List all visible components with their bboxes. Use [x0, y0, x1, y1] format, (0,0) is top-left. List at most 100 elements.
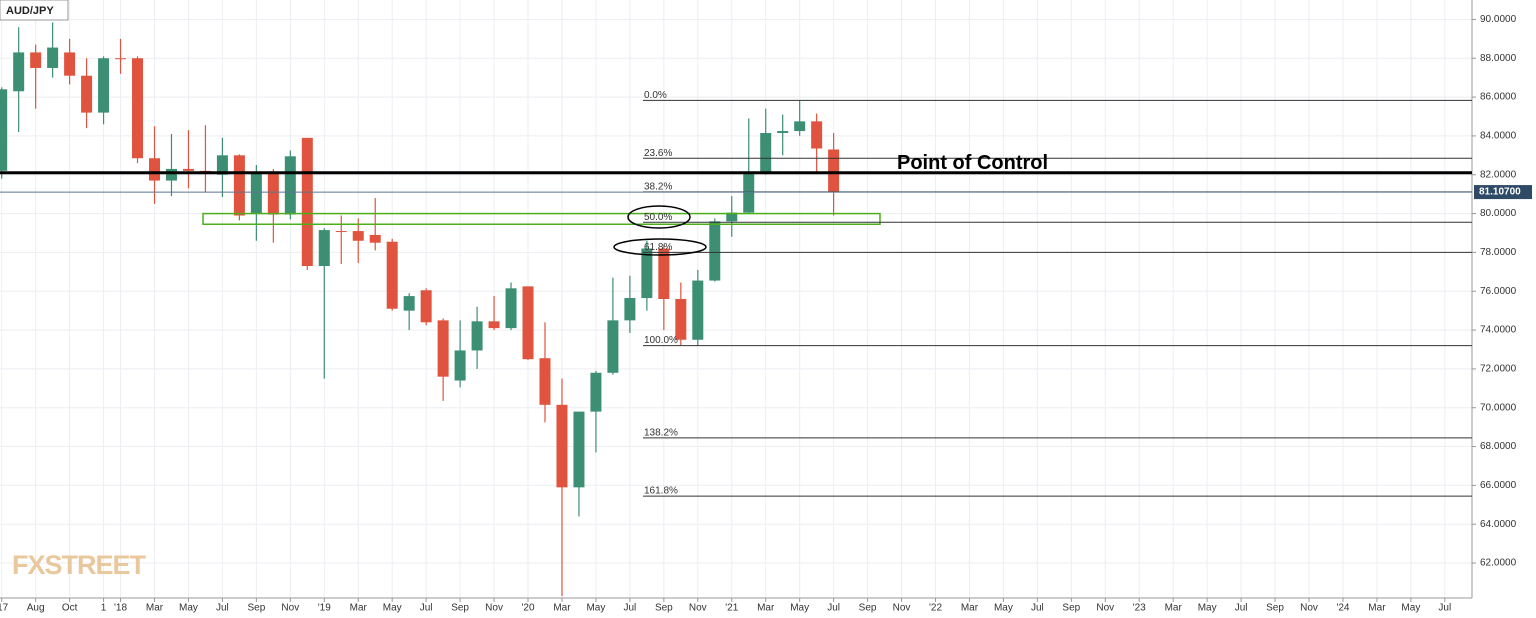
fib-label: 23.6%	[644, 148, 672, 159]
x-tick-label: May	[1198, 603, 1217, 614]
y-tick-label: 72.0000	[1480, 364, 1517, 375]
candle-body	[590, 372, 602, 412]
x-tick-label: Jul	[216, 603, 229, 614]
candle-body	[828, 149, 840, 193]
x-tick-label: Nov	[1096, 603, 1114, 614]
highlight-ellipse	[627, 205, 691, 229]
highlight-ellipse	[613, 238, 707, 256]
candle-body	[471, 321, 483, 351]
y-tick-label: 86.0000	[1480, 92, 1517, 103]
last-price-badge	[1474, 185, 1532, 200]
x-tick-label: Jul	[623, 603, 636, 614]
candle-body	[13, 52, 25, 92]
x-tick-label: May	[179, 603, 198, 614]
x-tick-label: Jul	[420, 603, 433, 614]
y-tick-label: 78.0000	[1480, 247, 1517, 258]
candle-body	[488, 321, 500, 329]
x-tick-label: May	[383, 603, 402, 614]
y-tick-label: 74.0000	[1480, 325, 1517, 336]
x-tick-label: Nov	[281, 603, 299, 614]
candle-body	[420, 290, 432, 323]
y-tick-label: 80.0000	[1480, 208, 1517, 219]
x-tick-label: 1	[101, 603, 107, 614]
y-tick-label: 70.0000	[1480, 402, 1517, 413]
x-tick-label: Sep	[859, 603, 877, 614]
x-tick-label: '22	[929, 603, 942, 614]
candle-body	[692, 280, 704, 340]
fib-label: 50.0%	[644, 212, 672, 223]
candle-body	[658, 248, 670, 299]
symbol-box	[0, 0, 69, 21]
candle-body	[318, 230, 330, 266]
x-tick-label: Mar	[350, 603, 368, 614]
candle-body	[794, 121, 806, 132]
x-tick-label: Mar	[1368, 603, 1386, 614]
y-tick-label: 62.0000	[1480, 558, 1517, 569]
candle-body	[30, 52, 42, 68]
x-tick-label: Aug	[27, 603, 45, 614]
x-tick-label: '23	[1133, 603, 1146, 614]
candle-body	[777, 131, 789, 133]
x-tick-label: May	[994, 603, 1013, 614]
x-tick-label: Nov	[689, 603, 707, 614]
candle-body	[386, 241, 398, 309]
x-tick-label: Sep	[655, 603, 673, 614]
x-tick-label: '19	[318, 603, 331, 614]
candle-body	[641, 248, 653, 299]
x-tick-label: Nov	[485, 603, 503, 614]
fib-label: 38.2%	[644, 181, 672, 192]
fib-label: 100.0%	[644, 335, 678, 346]
candle-body	[675, 299, 687, 340]
candle-body	[607, 320, 619, 373]
x-tick-label: Mar	[1165, 603, 1183, 614]
support-zone	[202, 212, 881, 225]
y-tick-label: 64.0000	[1480, 519, 1517, 530]
x-tick-label: Sep	[451, 603, 469, 614]
candle-body	[726, 212, 738, 222]
symbol: AUD/JPY	[6, 5, 54, 17]
x-tick-label: Sep	[247, 603, 265, 614]
candle-body	[149, 158, 161, 181]
candle-body	[182, 168, 194, 171]
candle-body	[556, 404, 568, 488]
candle-body	[403, 296, 415, 311]
x-tick-label: Sep	[1062, 603, 1080, 614]
candle-body	[335, 231, 347, 233]
candles	[0, 22, 840, 597]
candle-body	[47, 47, 59, 68]
fib-label: 0.0%	[644, 90, 667, 101]
candle-body	[132, 58, 144, 159]
x-tick-label: Nov	[893, 603, 911, 614]
candle-body	[352, 231, 364, 241]
x-tick-label: '20	[521, 603, 534, 614]
point-of-control-label: Point of Control	[897, 152, 1048, 174]
candle-body	[539, 358, 551, 405]
candle-body	[760, 132, 772, 174]
x-tick-label: Jul	[1031, 603, 1044, 614]
x-tick-label: '21	[725, 603, 738, 614]
candle-body	[64, 52, 76, 76]
candle-body	[284, 156, 296, 215]
x-tick-label: Mar	[553, 603, 571, 614]
candle-body	[624, 298, 636, 321]
candle-body	[165, 168, 177, 181]
y-tick-label: 84.0000	[1480, 131, 1517, 142]
x-tick-label: May	[790, 603, 809, 614]
y-tick-label: 76.0000	[1480, 286, 1517, 297]
candle-body	[505, 288, 517, 329]
x-tick-label: Jul	[827, 603, 840, 614]
candle-body	[369, 234, 381, 243]
candle-body	[301, 137, 313, 266]
x-tick-label: '24	[1336, 603, 1349, 614]
candle-body	[709, 221, 721, 281]
fib-label: 161.8%	[644, 486, 678, 497]
y-tick-label: 66.0000	[1480, 480, 1517, 491]
candle-body	[216, 155, 228, 175]
annotations: 0.0% 23.6% 38.2% 50.0% 61.8% 100.0% 138.2% 161.…	[0, 90, 1532, 497]
x-tick-label: May	[586, 603, 605, 614]
candle-body	[267, 172, 279, 215]
y-tick-label: 88.0000	[1480, 53, 1517, 64]
